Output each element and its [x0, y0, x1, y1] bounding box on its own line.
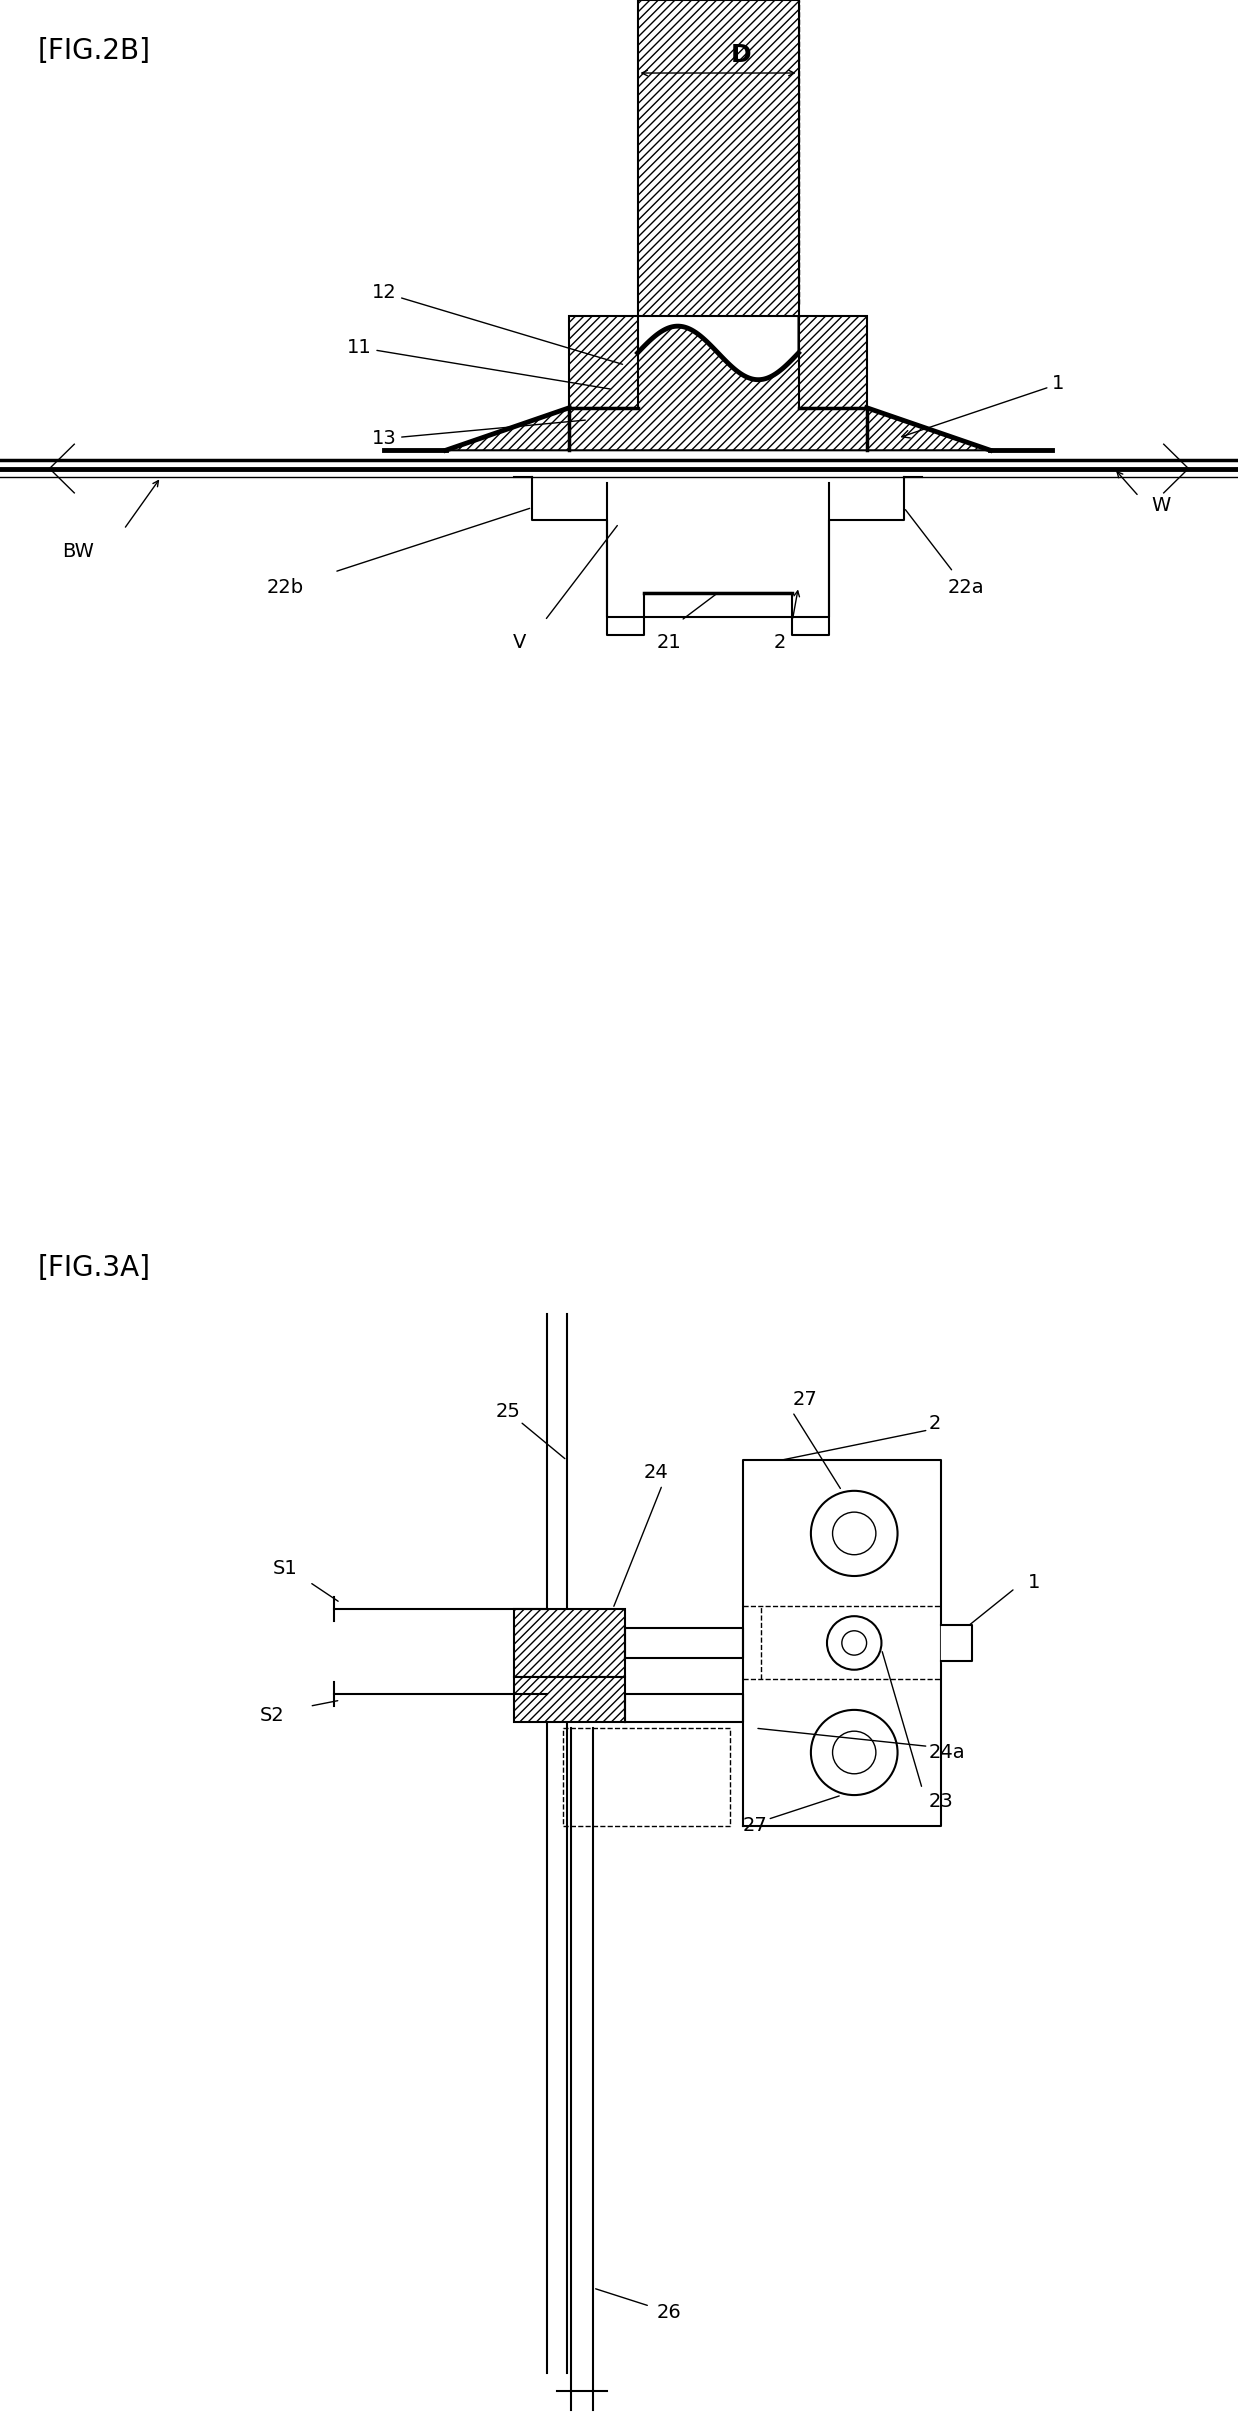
Text: 1: 1: [1028, 1572, 1040, 1592]
Text: 24a: 24a: [928, 1743, 966, 1762]
Text: 1: 1: [901, 375, 1065, 438]
Polygon shape: [571, 1728, 593, 2410]
Polygon shape: [941, 1626, 972, 1662]
Polygon shape: [743, 1460, 941, 1826]
Text: D: D: [730, 44, 751, 66]
Text: 12: 12: [371, 282, 623, 365]
Polygon shape: [625, 1694, 743, 1723]
Text: 2: 2: [928, 1414, 941, 1434]
Text: 22a: 22a: [947, 577, 984, 596]
Text: W: W: [1151, 497, 1171, 514]
Text: [FIG.2B]: [FIG.2B]: [37, 37, 150, 66]
Polygon shape: [569, 316, 638, 406]
Text: 25: 25: [495, 1402, 520, 1421]
Text: [FIG.3A]: [FIG.3A]: [37, 1254, 150, 1283]
Text: 23: 23: [928, 1791, 953, 1811]
Polygon shape: [446, 316, 990, 450]
Text: 27: 27: [792, 1390, 817, 1409]
Text: 2: 2: [774, 633, 786, 652]
Text: 27: 27: [743, 1816, 768, 1835]
Text: S1: S1: [272, 1560, 297, 1580]
Text: 24: 24: [644, 1463, 669, 1482]
Text: 22b: 22b: [266, 577, 303, 596]
Polygon shape: [799, 316, 867, 406]
Polygon shape: [514, 1609, 625, 1677]
Polygon shape: [638, 0, 799, 316]
Polygon shape: [625, 1628, 743, 1658]
Text: BW: BW: [62, 543, 94, 560]
Text: 26: 26: [656, 2303, 681, 2322]
Text: 21: 21: [656, 633, 681, 652]
Polygon shape: [514, 1677, 625, 1723]
Text: V: V: [514, 633, 526, 652]
Polygon shape: [547, 1314, 567, 2373]
Text: S2: S2: [260, 1706, 285, 1726]
Text: 11: 11: [347, 338, 610, 389]
Text: 13: 13: [371, 421, 586, 448]
